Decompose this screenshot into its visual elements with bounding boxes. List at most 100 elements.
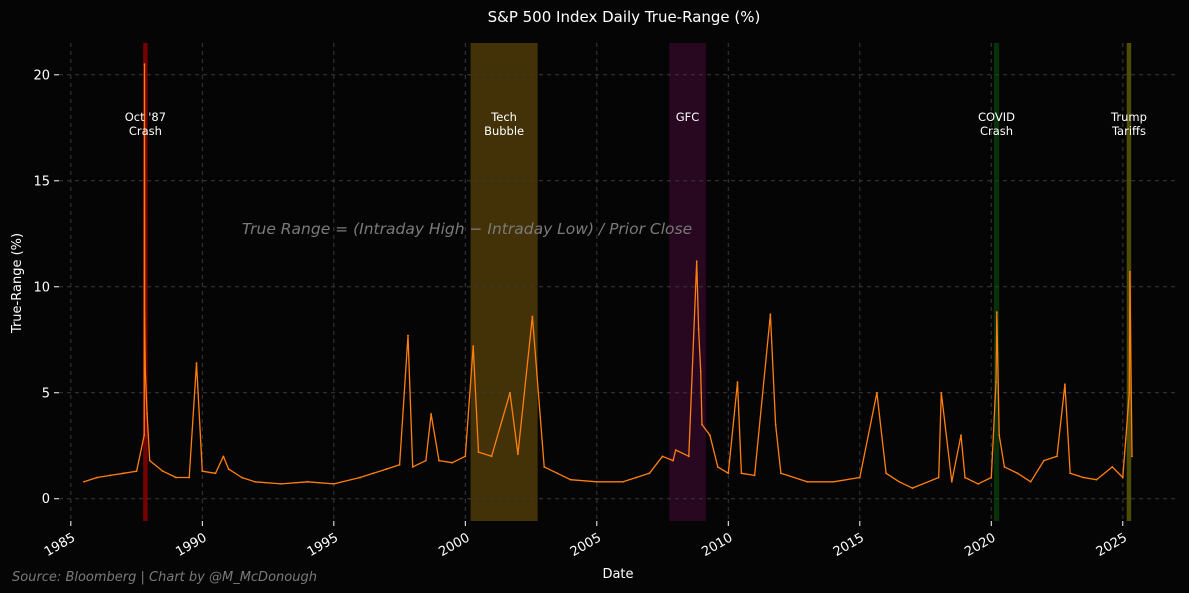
- data-point: [1128, 391, 1131, 394]
- event-band-1: [470, 43, 538, 521]
- data-point: [569, 478, 572, 481]
- series-line-0: [83, 63, 1133, 489]
- data-point: [885, 472, 887, 475]
- grid-lines: [59, 43, 1178, 521]
- data-point: [214, 472, 217, 475]
- data-point: [556, 472, 559, 475]
- data-point: [96, 476, 99, 479]
- data-point: [188, 476, 191, 479]
- data-point: [543, 466, 546, 468]
- data-point: [736, 381, 739, 384]
- event-label-3-line-1: Crash: [980, 124, 1013, 138]
- y-tick-label-1: 5: [42, 386, 50, 401]
- data-point: [1069, 472, 1072, 475]
- data-point: [424, 459, 427, 462]
- data-point: [898, 480, 901, 483]
- data-point: [407, 334, 409, 337]
- data-point: [1131, 455, 1133, 458]
- event-label-0-line-0: Oct '87: [125, 110, 166, 124]
- data-point: [1003, 466, 1006, 468]
- data-point: [430, 413, 433, 415]
- data-point: [911, 487, 914, 490]
- data-point: [83, 480, 85, 483]
- data-point: [964, 476, 966, 479]
- data-point: [398, 463, 401, 466]
- data-point: [672, 459, 674, 462]
- data-point: [222, 455, 225, 458]
- data-point: [635, 476, 638, 479]
- data-point: [146, 413, 148, 415]
- data-point: [774, 423, 777, 426]
- data-point: [517, 453, 519, 456]
- data-point: [622, 480, 625, 483]
- data-point: [254, 480, 256, 483]
- data-point: [990, 476, 993, 479]
- y-tick-label-2: 10: [33, 280, 50, 295]
- data-point: [332, 483, 335, 485]
- data-point: [143, 434, 146, 437]
- data-point: [438, 459, 440, 462]
- data-point: [1064, 383, 1066, 386]
- data-point: [1111, 466, 1114, 468]
- y-axis-title: True-Range (%): [10, 233, 25, 334]
- data-point: [995, 311, 998, 314]
- data-point: [490, 455, 493, 458]
- data-point: [674, 449, 677, 451]
- data-point: [960, 434, 962, 437]
- data-point: [998, 434, 1001, 437]
- event-band-3: [993, 43, 1000, 521]
- data-point: [359, 476, 362, 479]
- source-credit: Source: Bloomberg | Chart by @M_McDonoug…: [12, 570, 317, 585]
- data-point: [950, 480, 953, 483]
- data-point: [1042, 459, 1045, 462]
- data-point: [727, 472, 730, 475]
- event-bands: [143, 43, 1132, 521]
- series-layer: [83, 63, 1133, 490]
- data-point: [109, 474, 112, 477]
- y-tick-label-4: 20: [33, 68, 50, 83]
- data-point: [740, 472, 743, 475]
- data-point: [1095, 478, 1098, 481]
- data-point: [451, 461, 454, 464]
- data-point: [708, 434, 711, 437]
- event-band-4: [1126, 43, 1132, 521]
- data-point: [858, 476, 861, 479]
- data-point: [1128, 271, 1131, 273]
- data-point: [161, 470, 164, 473]
- data-point: [832, 480, 835, 483]
- data-point: [306, 480, 309, 483]
- data-point: [135, 470, 138, 473]
- data-point: [661, 455, 664, 458]
- data-point: [1121, 476, 1124, 479]
- event-label-2-line-0: GFC: [676, 110, 700, 124]
- event-band-2: [669, 43, 706, 521]
- data-point: [977, 483, 980, 485]
- data-point: [240, 476, 243, 479]
- data-point: [143, 63, 146, 66]
- data-point: [1029, 480, 1032, 483]
- data-point: [995, 381, 997, 384]
- event-label-4-line-0: Trump: [1110, 110, 1147, 124]
- data-point: [411, 466, 414, 468]
- data-point: [940, 391, 943, 394]
- data-point: [779, 472, 782, 475]
- event-label-1-line-1: Bubble: [484, 124, 524, 138]
- data-point: [716, 466, 719, 468]
- data-point: [201, 470, 204, 473]
- data-point: [875, 391, 878, 394]
- data-point: [1082, 476, 1085, 479]
- data-point: [175, 476, 177, 479]
- event-label-1-line-0: Tech: [490, 110, 517, 124]
- y-tick-label-0: 0: [42, 492, 50, 507]
- data-point: [385, 468, 388, 470]
- formula-annotation: True Range = (Intraday High − Intraday L…: [242, 220, 692, 238]
- y-tick-label-3: 15: [33, 174, 50, 189]
- event-label-0-line-1: Crash: [129, 124, 162, 138]
- data-point: [648, 472, 651, 475]
- data-point: [753, 474, 756, 477]
- data-point: [1016, 472, 1019, 475]
- data-point: [701, 423, 703, 426]
- data-point: [695, 260, 698, 263]
